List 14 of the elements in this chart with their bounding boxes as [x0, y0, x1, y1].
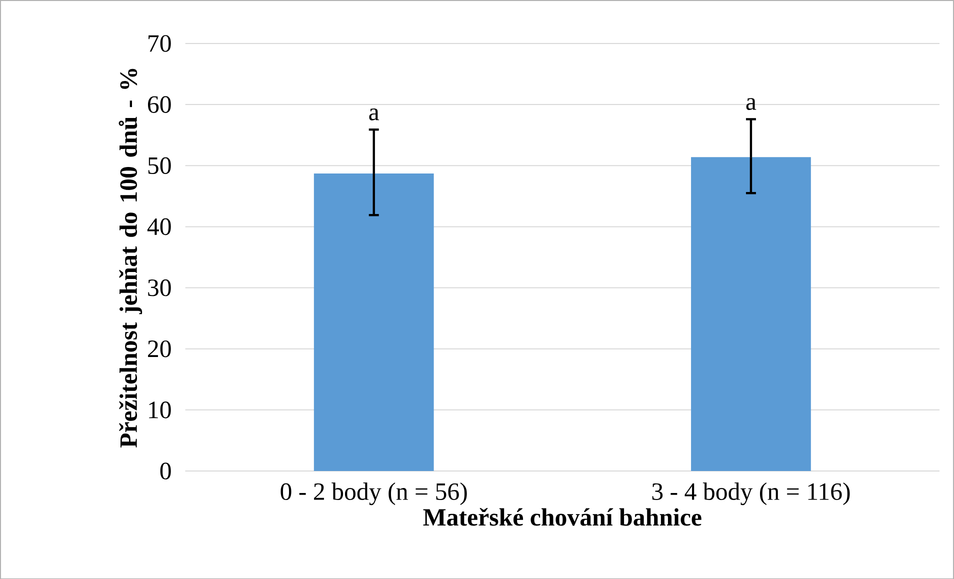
y-axis-title: Přežitelnost jehňat do 100 dnů - % — [118, 68, 142, 448]
x-axis-title: Mateřské chování bahnice — [423, 508, 702, 526]
y-tick-label: 40 — [147, 218, 171, 235]
y-tick-label: 60 — [148, 96, 171, 113]
y-tick-label: 20 — [148, 340, 171, 358]
y-tick-label: 30 — [148, 279, 171, 296]
y-tick-label: 10 — [149, 401, 171, 418]
x-tick-label: 3 - 4 body (n = 116) — [652, 482, 850, 505]
y-tick-label: 50 — [148, 157, 171, 174]
annotation: a — [746, 98, 756, 110]
y-tick-label: 70 — [148, 34, 171, 52]
x-tick-label: 0 - 2 body (n = 56) — [280, 482, 467, 505]
annotation: a — [369, 108, 380, 120]
y-tick-label: 0 — [160, 462, 171, 480]
